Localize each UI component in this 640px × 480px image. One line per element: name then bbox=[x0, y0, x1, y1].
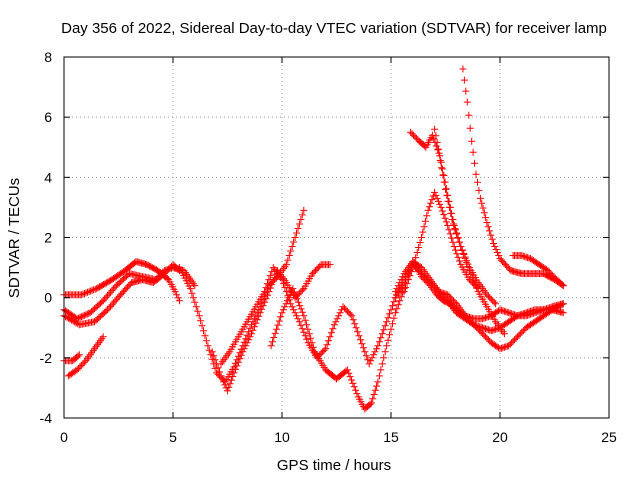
series-arc-15 bbox=[431, 125, 500, 308]
series-arc-5 bbox=[64, 333, 107, 380]
data-point-markers bbox=[409, 258, 567, 323]
y-tick-label: -2 bbox=[40, 350, 53, 366]
x-tick-label: 25 bbox=[601, 429, 617, 445]
y-tick-label: 0 bbox=[44, 290, 52, 306]
data-layer bbox=[60, 65, 567, 413]
y-tick-label: -4 bbox=[40, 410, 53, 426]
series-arc-12 bbox=[409, 258, 567, 323]
y-tick-label: 2 bbox=[44, 230, 52, 246]
series-arc-9 bbox=[267, 285, 408, 413]
data-point-markers bbox=[217, 261, 417, 368]
x-tick-label: 0 bbox=[60, 429, 68, 445]
series-arc-8 bbox=[217, 261, 417, 368]
data-point-markers bbox=[431, 125, 500, 308]
data-point-markers bbox=[509, 252, 567, 290]
x-tick-label: 5 bbox=[169, 429, 177, 445]
tick-layer: 0 5 10 15 20 25 -4 -2 0 2 4 6 8 bbox=[40, 49, 617, 445]
grid-layer bbox=[64, 57, 609, 418]
y-tick-label: 8 bbox=[44, 49, 52, 65]
data-point-markers bbox=[400, 188, 482, 296]
x-tick-label: 10 bbox=[274, 429, 290, 445]
x-tick-label: 15 bbox=[383, 429, 399, 445]
y-tick-label: 6 bbox=[44, 109, 52, 125]
x-tick-label: 20 bbox=[492, 429, 508, 445]
data-point-markers bbox=[64, 333, 107, 380]
series-arc-17 bbox=[509, 252, 567, 290]
data-point-markers bbox=[267, 285, 408, 413]
chart-title: Day 356 of 2022, Sidereal Day-to-day VTE… bbox=[61, 20, 607, 37]
series-arc-14 bbox=[400, 188, 482, 296]
y-tick-label: 4 bbox=[44, 169, 52, 185]
x-axis-label: GPS time / hours bbox=[277, 457, 391, 474]
y-axis-label: SDTVAR / TECUs bbox=[6, 178, 23, 298]
